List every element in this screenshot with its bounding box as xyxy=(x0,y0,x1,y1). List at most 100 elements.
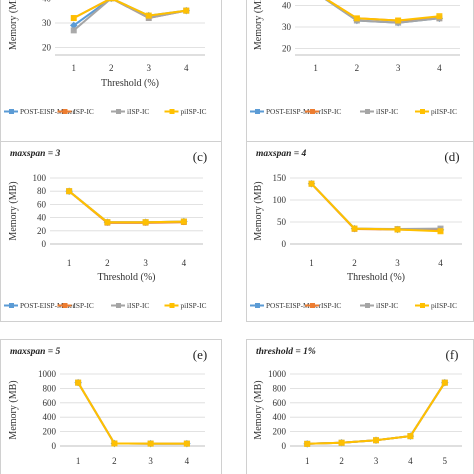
y-tick-label: 800 xyxy=(43,383,57,393)
legend-marker xyxy=(116,109,121,114)
legend-marker xyxy=(62,109,68,114)
x-tick-label: 3 xyxy=(374,456,379,466)
data-point xyxy=(338,439,345,446)
data-point xyxy=(373,437,379,444)
y-axis-label: Memory (MB) xyxy=(8,380,19,439)
legend-marker xyxy=(255,303,260,308)
x-tick-label: 1 xyxy=(313,63,318,73)
x-tick-label: 3 xyxy=(396,63,401,73)
panel-content: 0 200 400 600 800 1000 1 2 3 4 Memory (MB) maxspan … xyxy=(8,347,207,466)
panel-title: threshold = 1% xyxy=(256,347,316,357)
y-tick-label: 0 xyxy=(282,441,287,451)
x-tick-label: 3 xyxy=(147,63,152,73)
x-tick-label: 4 xyxy=(185,456,190,466)
panel-title: maxspan = 3 xyxy=(10,149,61,159)
y-tick-label: 600 xyxy=(43,398,57,408)
x-tick-label: 3 xyxy=(395,258,400,268)
panel-content: 0 200 400 600 800 1000 1 2 3 4 5 Memory (MB) thresho… xyxy=(253,347,462,466)
panel-content: 0 50 100 150 1 2 3 4 Threshold (%) Memory (MB) max… xyxy=(250,149,462,310)
y-tick-label: 30 xyxy=(42,18,52,28)
y-tick-label: 0 xyxy=(282,239,287,249)
data-point xyxy=(395,17,402,24)
legend-entry: POST-EISP-Miner xyxy=(20,301,75,310)
x-tick-label: 3 xyxy=(143,258,148,268)
data-point xyxy=(111,440,118,447)
legend-entry: piISP-IC xyxy=(431,107,457,116)
chart-panel-5: 0 200 400 600 800 1000 1 2 3 4 Memory (MB) maxspan … xyxy=(0,339,222,474)
chart-panel-1: 20 30 40 1 2 3 4 Threshold (%) Memory (MB) POST-E… xyxy=(0,0,222,150)
y-tick-label: 30 xyxy=(282,22,292,32)
x-tick-label: 4 xyxy=(438,258,443,268)
y-axis-label: Memory (MB) xyxy=(8,181,19,240)
y-tick-label: 20 xyxy=(37,226,47,236)
x-tick-label: 4 xyxy=(182,258,187,268)
data-point xyxy=(351,225,358,232)
x-tick-label: 1 xyxy=(67,258,72,268)
legend-marker xyxy=(310,303,315,308)
legend-entry: POST-EISP-Miner xyxy=(266,107,321,116)
panel-label: (c) xyxy=(193,149,207,164)
legend-entry: POST-EISP-Miner xyxy=(20,107,75,116)
x-tick-label: 2 xyxy=(339,456,344,466)
legend-marker xyxy=(365,109,370,114)
series-line-piisp-ic xyxy=(68,190,184,224)
panel-border xyxy=(0,0,222,150)
y-tick-label: 600 xyxy=(273,398,287,408)
chart-panel-2: 20 30 40 1 2 3 4 Memory (MB) POST-EISP-Miner ISP-… xyxy=(246,0,474,150)
data-point xyxy=(407,433,414,440)
data-point xyxy=(108,0,115,2)
data-point xyxy=(183,7,190,14)
panel-content: 20 30 40 1 2 3 4 Memory (MB) POST-EISP-Miner ISP-… xyxy=(250,0,460,116)
y-tick-label: 40 xyxy=(42,0,52,3)
y-tick-label: 60 xyxy=(37,199,47,209)
x-tick-label: 2 xyxy=(352,258,357,268)
panel-border xyxy=(246,0,474,150)
data-point xyxy=(394,226,401,233)
y-tick-label: 80 xyxy=(37,186,47,196)
x-axis-label: Threshold (%) xyxy=(347,272,405,283)
series-line-iisp-ic xyxy=(73,0,187,32)
x-tick-label: 4 xyxy=(184,63,189,73)
legend-marker xyxy=(310,109,315,114)
data-point xyxy=(70,27,77,34)
legend-entry: ISP-IC xyxy=(321,301,341,310)
y-tick-label: 200 xyxy=(43,427,57,437)
legend-marker xyxy=(365,303,370,308)
legend-entry: ISP-IC xyxy=(74,107,94,116)
y-tick-label: 40 xyxy=(282,0,292,10)
data-point xyxy=(441,379,448,386)
legend-entry: POST-EISP-Miner xyxy=(266,301,321,310)
chart-panel-3: 0 20 40 60 80 100 1 2 3 4 Threshold (%) Memory (MB)… xyxy=(0,141,222,322)
legend-entry: piISP-IC xyxy=(181,107,207,116)
data-point xyxy=(70,15,77,22)
panel-content: 0 20 40 60 80 100 1 2 3 4 Threshold (%) Memory (MB)… xyxy=(4,149,207,310)
legend-marker xyxy=(420,109,425,114)
panel-label: (d) xyxy=(444,149,459,164)
y-tick-label: 1000 xyxy=(38,369,57,379)
panel-border xyxy=(0,141,222,322)
data-point xyxy=(436,13,443,20)
legend-marker xyxy=(9,109,14,114)
x-tick-label: 2 xyxy=(112,456,117,466)
x-tick-label: 1 xyxy=(305,456,310,466)
series-line-piisp-ic xyxy=(73,0,187,19)
data-point xyxy=(70,21,78,30)
y-tick-label: 100 xyxy=(273,195,287,205)
series-line-piisp-ic xyxy=(310,183,441,233)
x-tick-label: 2 xyxy=(105,258,110,268)
y-tick-label: 40 xyxy=(37,213,47,223)
legend-entry: iISP-IC xyxy=(376,107,398,116)
legend-entry: iISP-IC xyxy=(127,301,149,310)
panel-label: (e) xyxy=(193,347,207,362)
legend-entry: iISP-IC xyxy=(127,107,149,116)
x-tick-label: 4 xyxy=(408,456,413,466)
data-point xyxy=(145,12,152,19)
x-tick-label: 3 xyxy=(148,456,153,466)
data-point xyxy=(437,228,444,235)
chart-panel-6: 0 200 400 600 800 1000 1 2 3 4 5 Memory (MB) thresho… xyxy=(246,339,474,474)
data-point xyxy=(75,379,82,386)
data-point xyxy=(308,180,315,187)
